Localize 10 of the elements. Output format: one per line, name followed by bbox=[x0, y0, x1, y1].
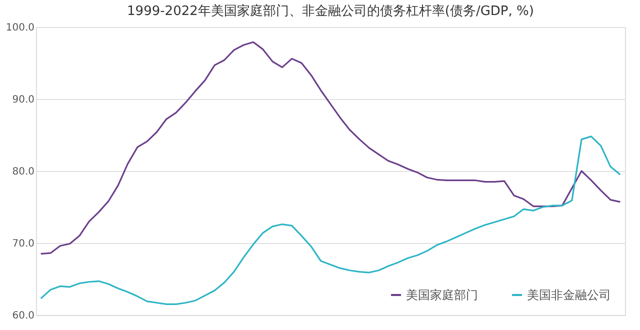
line-series bbox=[40, 136, 621, 305]
chart-title: 1999-2022年美国家庭部门、非金融公司的债务杠杆率(债务/GDP, %) bbox=[127, 3, 534, 19]
legend-label: 美国非金融公司 bbox=[527, 288, 611, 302]
line-series bbox=[40, 41, 621, 255]
y-tick-label: 80.0 bbox=[12, 166, 34, 178]
y-tick-label: 90.0 bbox=[12, 94, 34, 106]
y-tick-label: 100.0 bbox=[6, 22, 34, 34]
y-tick-label: 60.0 bbox=[12, 310, 34, 322]
y-tick-label: 70.0 bbox=[12, 238, 34, 250]
legend-label: 美国家庭部门 bbox=[406, 288, 478, 302]
